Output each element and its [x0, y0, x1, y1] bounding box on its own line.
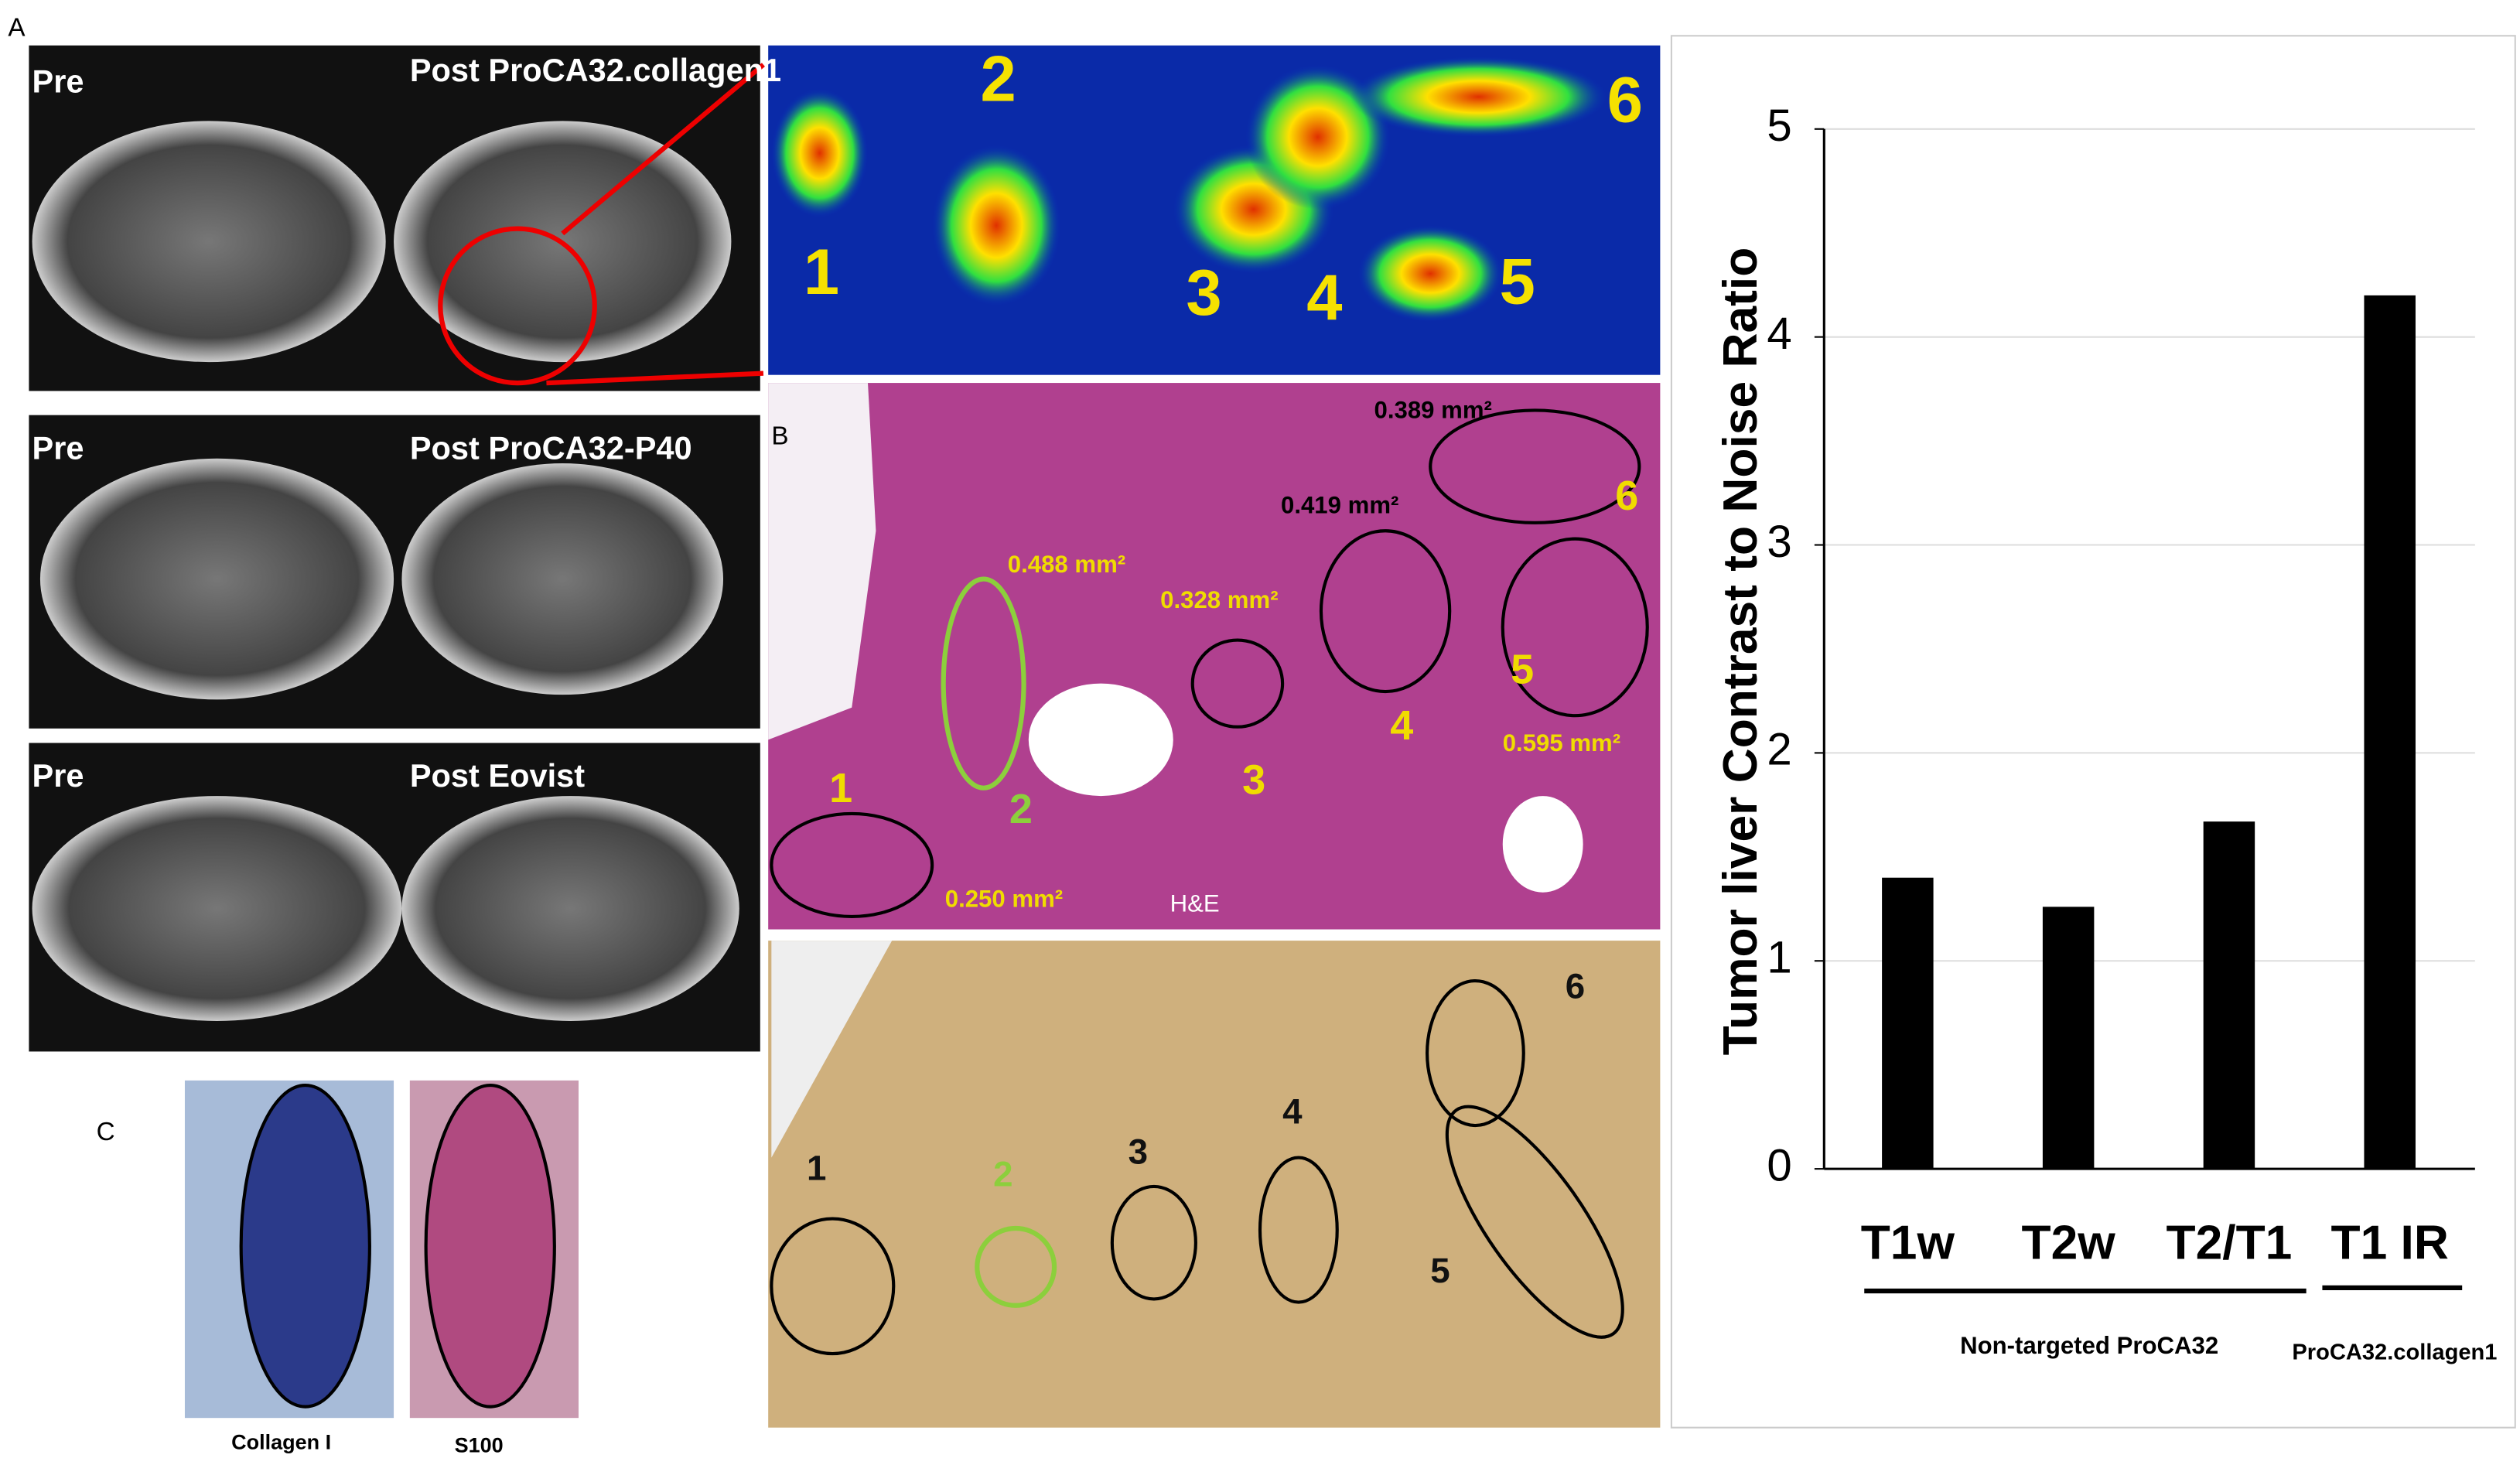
heatmap [768, 45, 1661, 375]
bar [2042, 907, 2095, 1170]
bar [2364, 295, 2416, 1170]
heatmap-number: 1 [804, 236, 839, 308]
mri-label: Pre [32, 63, 84, 100]
mri-label: Post ProCA32-P40 [410, 429, 692, 466]
heatmap-number: 6 [1607, 64, 1643, 136]
he-panel [768, 383, 1661, 930]
sirius-number: 1 [807, 1148, 826, 1187]
he-area: 0.250 mm² [945, 885, 1063, 912]
mri-label: Post Eovist [410, 757, 585, 794]
he-area: 0.488 mm² [1008, 551, 1125, 578]
panel-label: A [8, 14, 26, 43]
x-tick-label: T2/T1 [2167, 1216, 2293, 1269]
mri-label: Pre [32, 429, 84, 466]
ihc-label: Collagen I [231, 1431, 331, 1454]
heatmap-number: 5 [1500, 245, 1535, 317]
y-tick-label: 3 [1767, 517, 1791, 567]
y-tick-label: 2 [1767, 725, 1791, 775]
x-tick-label: T1w [1861, 1216, 1955, 1269]
mri-label: Post ProCA32.collagen1 [410, 52, 781, 88]
y-tick-label: 0 [1767, 1140, 1791, 1190]
x-tick-label: T1 IR [2331, 1216, 2449, 1269]
ihc-panels [184, 1080, 579, 1419]
panel-label: C [97, 1118, 115, 1146]
sirius-number: 6 [1566, 966, 1585, 1006]
x-tick-label: T2w [2022, 1216, 2116, 1269]
sirius-panel [768, 941, 1661, 1428]
heatmap-number: 3 [1186, 257, 1221, 329]
sirius-number: 3 [1129, 1132, 1148, 1172]
ihc-label: S100 [455, 1434, 504, 1457]
group-label: ProCA32.collagen1 [2292, 1340, 2497, 1365]
he-number: 6 [1615, 473, 1638, 519]
he-area: 0.595 mm² [1503, 729, 1620, 756]
he-number: 5 [1511, 646, 1534, 692]
mri-label: Pre [32, 757, 84, 794]
he-area: 0.389 mm² [1374, 397, 1492, 424]
y-tick-label: 4 [1767, 309, 1791, 359]
bar [2203, 821, 2255, 1170]
stain-label: H&E [1170, 890, 1220, 917]
bar [1882, 877, 1934, 1170]
mri-panels [29, 45, 765, 1052]
he-number: 2 [1009, 786, 1033, 832]
heatmap-number: 2 [980, 43, 1016, 115]
y-tick-label: 5 [1767, 101, 1791, 151]
heatmap-number: 4 [1306, 261, 1342, 333]
he-area: 0.419 mm² [1281, 491, 1398, 518]
he-area: 0.328 mm² [1160, 586, 1278, 613]
group-label: Non-targeted ProCA32 [1960, 1332, 2218, 1359]
bar-chart: Tumor liver Contrast to Noise Ratio 0 1 2 3… [1714, 101, 2498, 1365]
y-tick-label: 1 [1767, 933, 1791, 983]
he-number: 4 [1390, 702, 1413, 749]
sirius-number: 2 [993, 1155, 1012, 1194]
sirius-number: 5 [1430, 1251, 1450, 1290]
y-axis-label: Tumor liver Contrast to Noise Ratio [1714, 248, 1767, 1056]
panel-label: B [771, 422, 788, 451]
he-number: 1 [829, 765, 852, 811]
sirius-number: 4 [1282, 1092, 1303, 1132]
he-number: 3 [1242, 757, 1265, 804]
